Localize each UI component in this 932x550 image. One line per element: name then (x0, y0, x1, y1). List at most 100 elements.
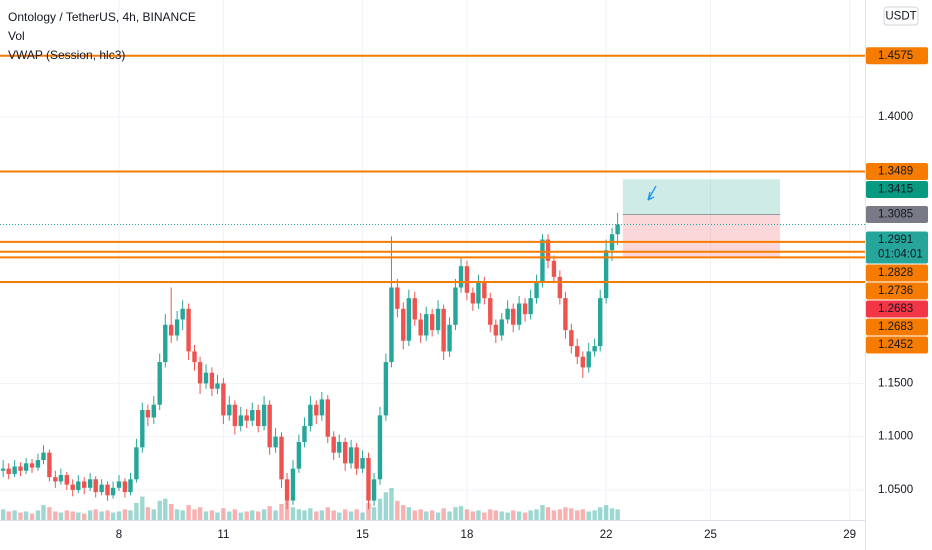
candle-body (493, 324, 499, 336)
price-label-bg (866, 318, 928, 336)
candles (0, 212, 620, 510)
candle-body (401, 308, 406, 341)
volume-bar (227, 511, 232, 520)
candle-body (505, 308, 510, 320)
candle-body (464, 266, 470, 293)
volume-bar (586, 511, 591, 520)
volume-bar (418, 509, 423, 520)
candle-body (406, 298, 412, 341)
volume-bar (290, 507, 296, 520)
volume-bar (192, 509, 197, 520)
volume-bar (482, 512, 487, 520)
price-label-bg (866, 162, 928, 180)
candle-body (105, 484, 110, 496)
volume-bar (493, 510, 499, 520)
volume-bar (180, 510, 185, 520)
candle-body (197, 362, 203, 384)
candle-body (395, 287, 400, 309)
candle-body (53, 477, 58, 482)
volume-bar (70, 511, 75, 520)
volume-bar (273, 510, 278, 520)
volume-bar (267, 506, 272, 520)
candle-body (93, 479, 98, 493)
volume-bar (105, 510, 110, 520)
volume-bar (82, 513, 87, 520)
candle-body (70, 484, 75, 490)
candle-body (221, 383, 226, 416)
candle-body (348, 447, 354, 464)
candle-body (592, 346, 597, 352)
volume-bar (116, 511, 122, 520)
volume-bar (609, 508, 615, 520)
candle-body (586, 351, 591, 368)
candle-body (261, 404, 267, 427)
candle-body (603, 250, 609, 299)
volume-bar (0, 509, 6, 520)
volume-bar (441, 508, 446, 520)
volume-bar (296, 509, 302, 520)
volume-bar (314, 511, 319, 520)
volume-bar (401, 505, 406, 520)
volume-bar (447, 511, 452, 520)
candle-body (569, 330, 574, 347)
candle-body (371, 479, 377, 501)
volume-bar (23, 511, 29, 520)
horizontal-lines (0, 54, 865, 283)
candle-body (418, 319, 423, 336)
volume-bar (140, 496, 145, 520)
candle-body (302, 426, 307, 442)
currency-button[interactable] (883, 6, 919, 26)
price-axis: 1.0500 1.1000 1.1500 1.4000 1.4575 1.3489 1.34… (866, 47, 928, 496)
volume-bar (406, 507, 412, 520)
volume-bar (551, 510, 557, 520)
volume-bar (250, 510, 255, 520)
volume-bar (244, 511, 249, 520)
candle-body (563, 298, 568, 331)
candle-body (192, 351, 197, 363)
price-label-bg (866, 300, 928, 318)
volume-bar (354, 509, 359, 520)
candle-body (255, 410, 261, 427)
candle-body (470, 292, 476, 304)
candle-body (244, 415, 249, 421)
volume-bar (476, 510, 481, 520)
stop-zone (622, 214, 781, 258)
candle-body (447, 324, 452, 352)
volume-bar (360, 512, 365, 520)
volume-bar (575, 510, 580, 520)
candle-body (12, 466, 17, 474)
volume-bar (505, 512, 510, 520)
candle-body (540, 239, 545, 283)
x-tick-label: 11 (217, 529, 229, 541)
price-label-bg (866, 336, 928, 354)
candle-body (64, 475, 70, 485)
y-tick-label: 1.1000 (878, 431, 913, 443)
volume-bar (592, 510, 597, 520)
volume-bar (163, 498, 168, 520)
volume-bar (580, 509, 586, 520)
candle-body (180, 308, 185, 320)
candle-body (273, 436, 278, 448)
candle-body (163, 324, 168, 363)
candle-body (82, 481, 87, 488)
volume-bar (366, 502, 371, 520)
position-tool (622, 179, 781, 258)
volume-bar (122, 509, 128, 520)
volume-bar (540, 505, 545, 520)
volume-bar (53, 511, 58, 520)
volume-bar (435, 512, 441, 520)
volume-bar (145, 507, 151, 520)
candle-body (35, 460, 41, 468)
candle-body (110, 487, 116, 496)
candle-body (279, 436, 284, 480)
volume-bar (12, 510, 17, 520)
candle-body (435, 308, 441, 331)
candle-body (215, 383, 220, 389)
volume-bar (534, 509, 539, 520)
volume-bar (470, 511, 476, 520)
candle-body (308, 404, 313, 427)
volume-bar (615, 509, 620, 520)
candle-body (18, 466, 23, 471)
candle-body (453, 287, 458, 325)
